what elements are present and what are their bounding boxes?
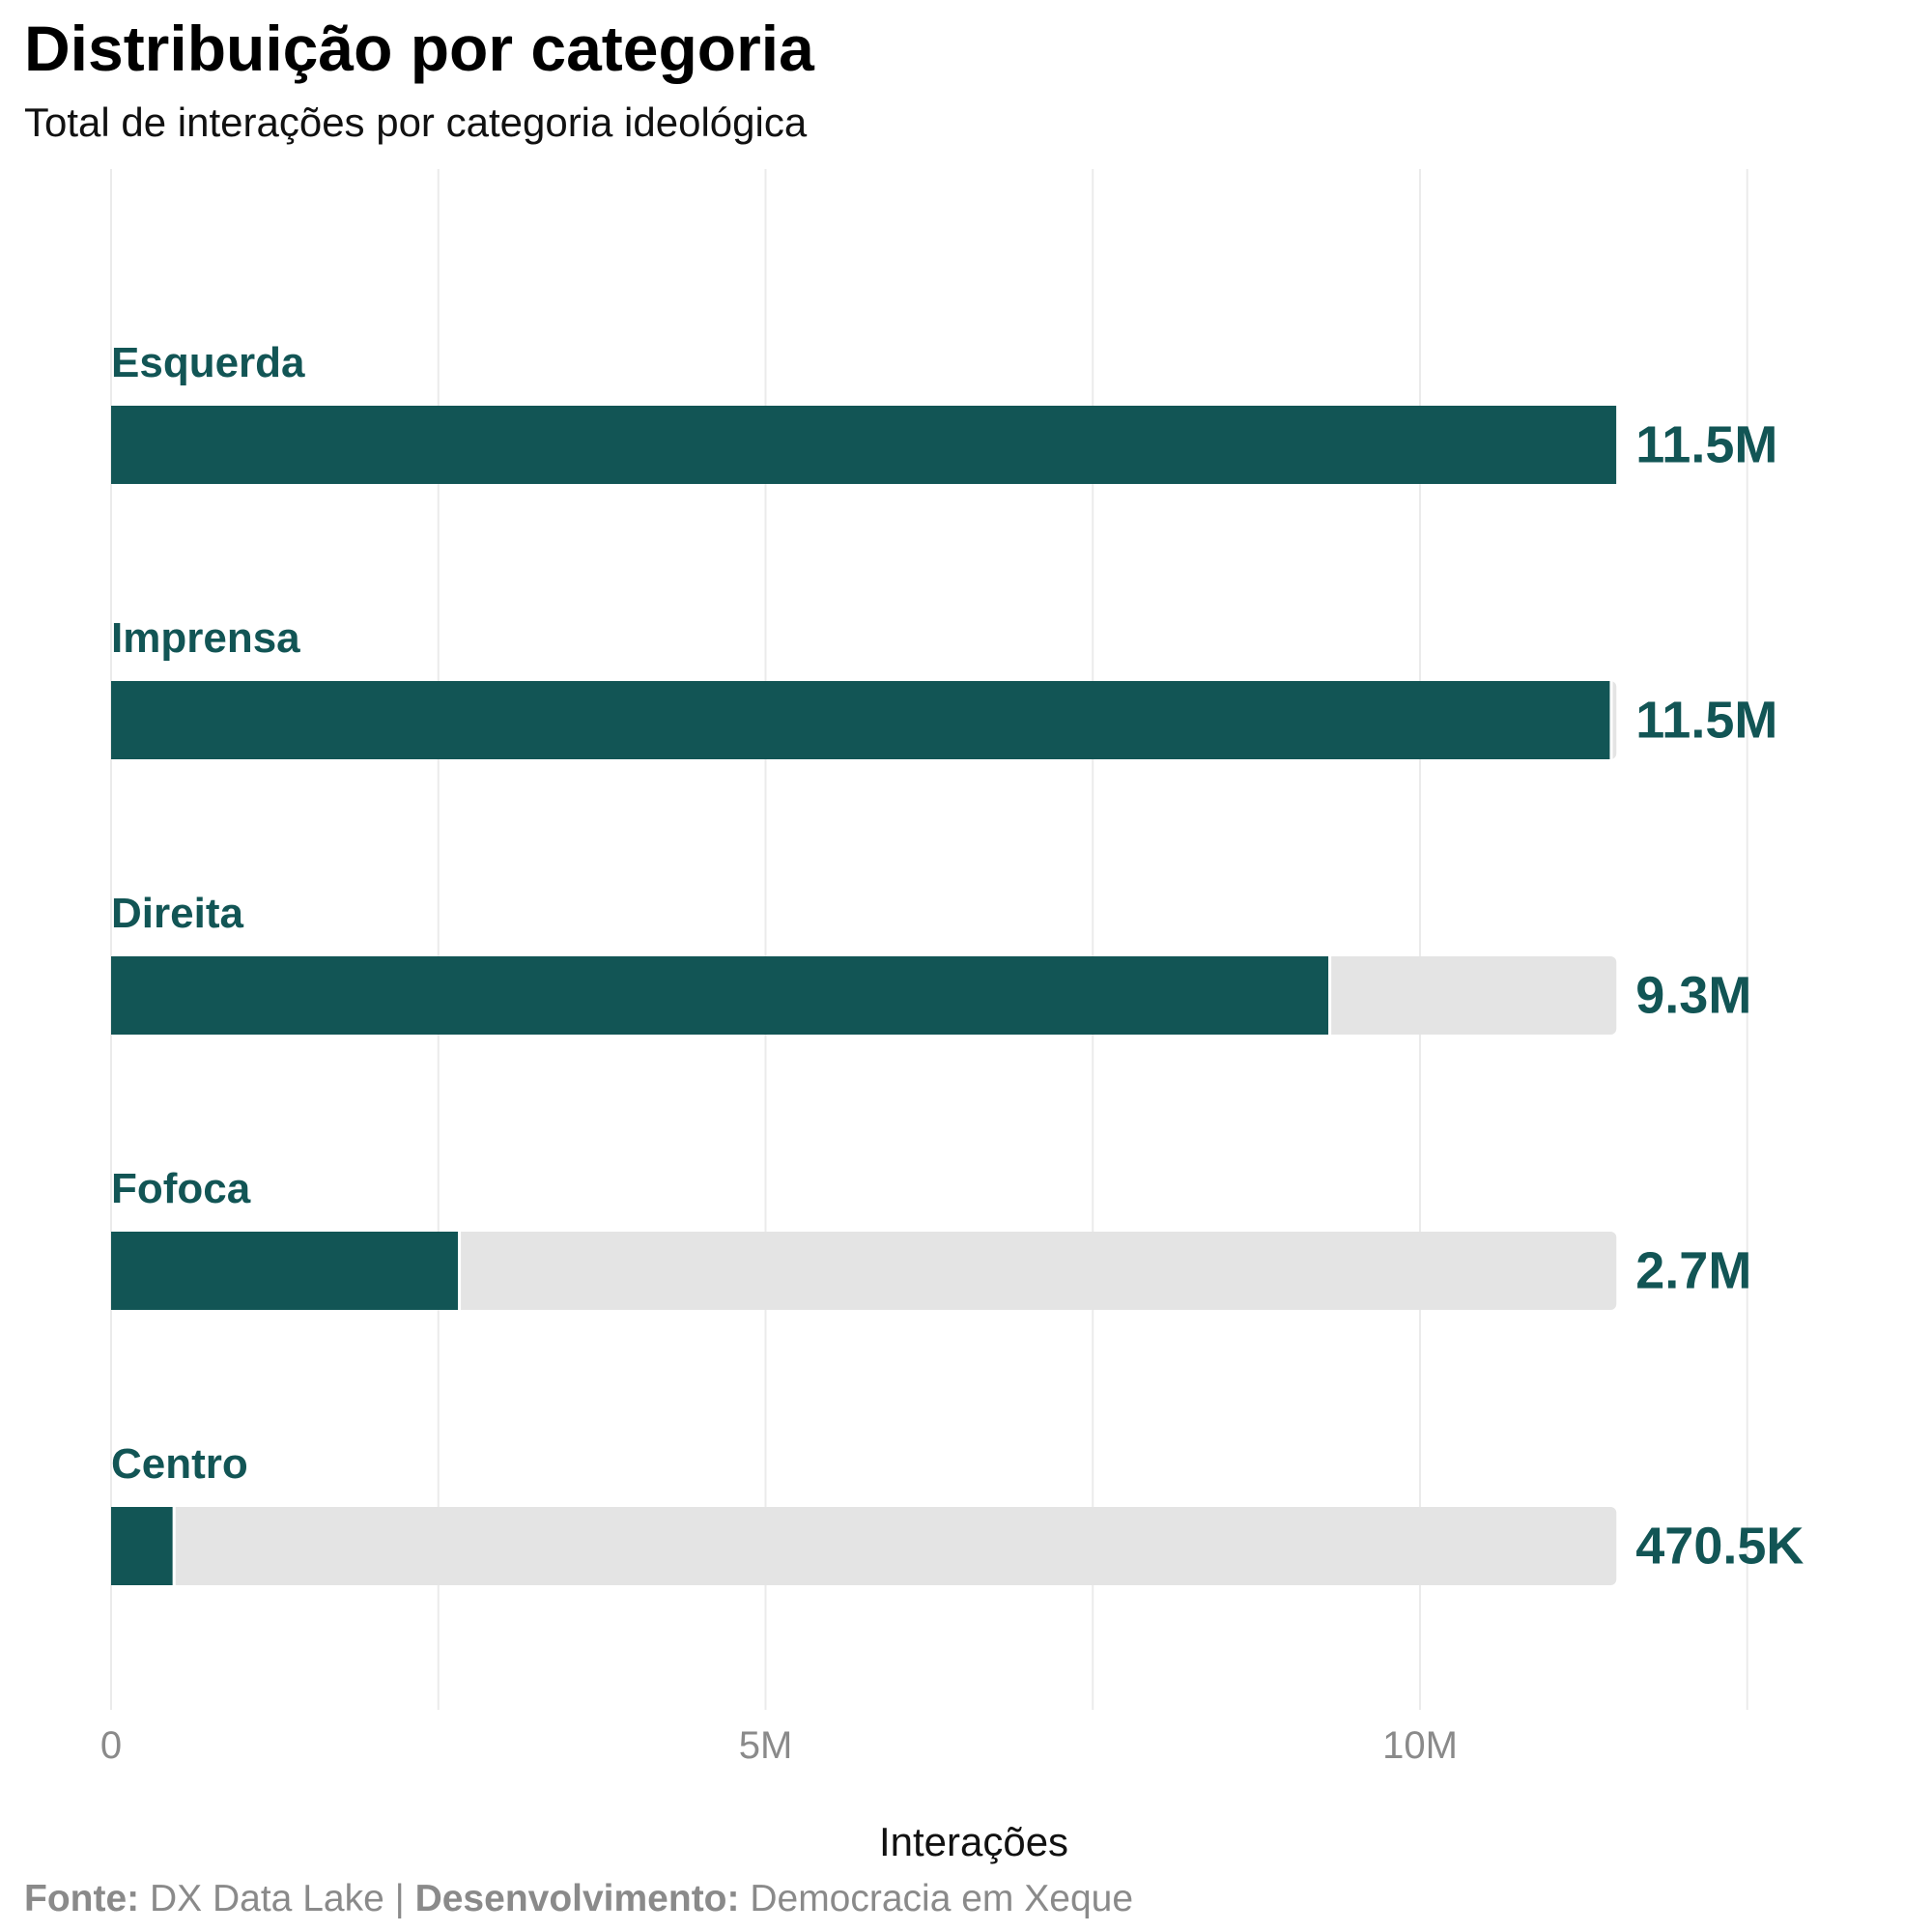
x-tick-label: 0 bbox=[100, 1724, 122, 1767]
chart-title: Distribuição por categoria bbox=[24, 13, 814, 84]
bar bbox=[111, 1232, 459, 1310]
category-label: Esquerda bbox=[111, 339, 305, 386]
bar-track bbox=[111, 1507, 1617, 1585]
bar-row: Direita 9.3M bbox=[111, 890, 1751, 1035]
bar-track bbox=[111, 1232, 1617, 1310]
x-axis: 0 5M 10M bbox=[100, 1724, 1458, 1767]
x-axis-label: Interações bbox=[879, 1819, 1068, 1864]
bar-row: Centro 470.5K bbox=[111, 1440, 1804, 1585]
bar bbox=[111, 406, 1617, 484]
bar-row: Imprensa 11.5M bbox=[111, 614, 1777, 759]
x-tick-label: 5M bbox=[739, 1724, 793, 1767]
value-label: 470.5K bbox=[1635, 1518, 1804, 1576]
bars: Esquerda 11.5M Imprensa 11.5M Direita 9.3M Fof… bbox=[111, 339, 1804, 1585]
bar bbox=[111, 1507, 173, 1585]
source-caption: Fonte: DX Data Lake | Desenvolvimento: D… bbox=[24, 1875, 1133, 1923]
x-tick-label: 10M bbox=[1382, 1724, 1458, 1767]
developer-value: Democracia em Xeque bbox=[739, 1878, 1134, 1919]
category-label: Centro bbox=[111, 1440, 248, 1488]
bar bbox=[111, 956, 1329, 1035]
bar bbox=[111, 681, 1610, 759]
category-label: Imprensa bbox=[111, 614, 300, 662]
gridlines bbox=[110, 169, 1748, 1710]
value-label: 11.5M bbox=[1635, 692, 1777, 750]
bar-row: Esquerda 11.5M bbox=[111, 339, 1777, 484]
bar-row: Fofoca 2.7M bbox=[111, 1165, 1751, 1310]
value-label: 11.5M bbox=[1635, 416, 1777, 474]
chart-subtitle: Total de interações por categoria ideoló… bbox=[24, 99, 808, 145]
bar-chart: Esquerda 11.5M Imprensa 11.5M Direita 9.3M Fof… bbox=[100, 169, 1804, 1864]
source-label: Fonte: bbox=[24, 1878, 140, 1919]
source-value: DX Data Lake | bbox=[139, 1878, 415, 1919]
developer-label: Desenvolvimento: bbox=[414, 1878, 740, 1919]
value-label: 2.7M bbox=[1635, 1242, 1751, 1300]
category-label: Fofoca bbox=[111, 1165, 251, 1212]
value-label: 9.3M bbox=[1635, 967, 1751, 1025]
category-label: Direita bbox=[111, 890, 243, 937]
